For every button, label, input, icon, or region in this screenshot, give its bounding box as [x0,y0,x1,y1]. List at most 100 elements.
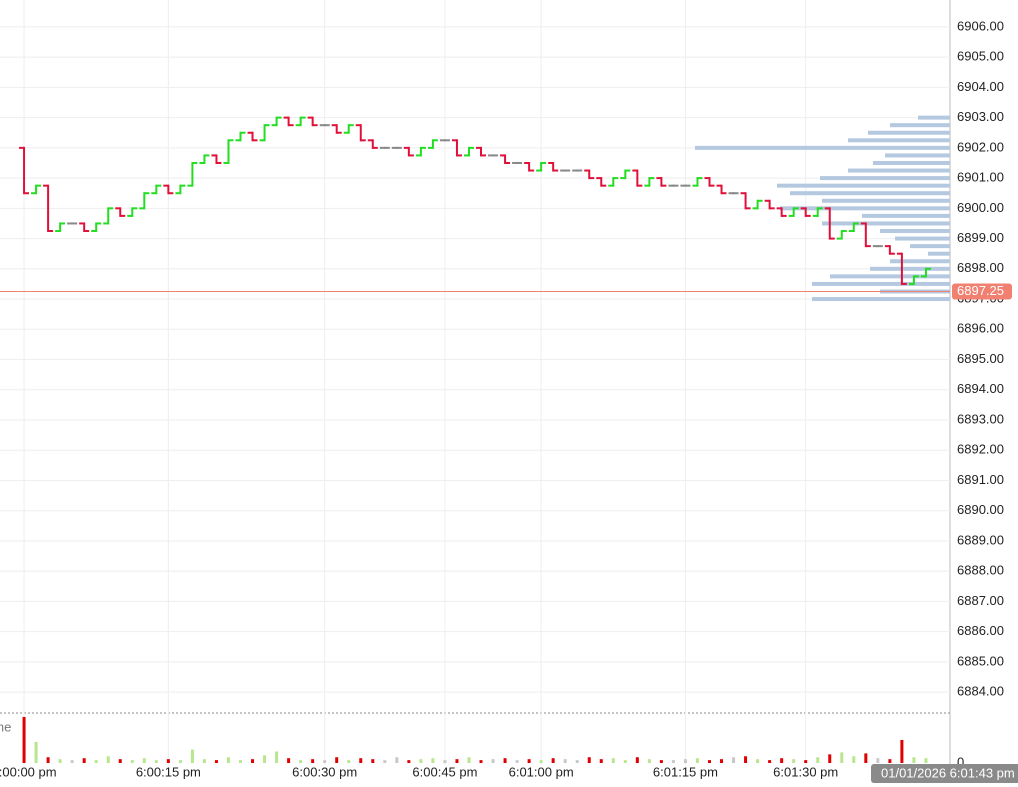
ohlc-bar [500,154,511,164]
ohlc-bar [716,184,727,195]
volume-bar [828,754,832,763]
volume-bar [780,758,784,763]
profile-bar [695,145,950,150]
volume-bar [924,758,928,763]
volume-bar [130,760,134,763]
ohlc-bar [908,275,919,285]
volume-bar [467,757,471,763]
volume-bar [563,759,567,763]
volume-bar [166,759,170,763]
last-price-label: 6897.25 [957,283,1004,298]
volume-bar [647,759,651,763]
volume-bar [383,760,387,763]
ohlc-bar [115,207,126,217]
volume-bar [58,759,62,763]
ohlc-bar [584,169,595,180]
ohlc-bar [379,146,390,149]
volume-bar [816,757,820,763]
volume-bar [840,752,844,763]
volume-bar [34,741,38,763]
volume-bar [768,760,772,763]
ohlc-bar [439,139,450,142]
volume-bar [419,759,423,763]
volume-bar [82,758,86,763]
x-tick-label: 6:00:00 pm [0,764,57,779]
volume-bar [683,759,687,763]
ohlc-bar [235,131,246,142]
volume-bar [287,758,291,763]
ohlc-bar [283,116,294,127]
profile-bar [895,236,950,241]
volume-bar [239,760,243,763]
y-tick-label: 6890.00 [957,502,1004,517]
volume-bar [527,759,531,763]
profile-bar [812,297,950,302]
ohlc-bar [776,207,787,217]
last-price-badge [952,283,1012,300]
volume-bar [335,757,339,763]
ohlc-bar [476,146,487,157]
ohlc-bar [367,139,378,149]
volume-bar [443,760,447,763]
ohlc-bar [596,177,607,187]
profile-bar [848,138,950,143]
ohlc-bar [319,124,330,127]
ohlc-bar [199,154,210,164]
ohlc-bar [403,146,414,157]
ohlc-bar [644,177,655,187]
ohlc-bar [656,177,667,187]
ohlc-bar [572,169,583,172]
profile-bar [870,266,950,271]
profile-bar [910,244,950,249]
profile-bar [862,213,950,218]
ohlc-bar [211,154,222,164]
volume-bar [323,760,327,763]
volume-bar [311,759,315,763]
volume-bar [792,759,796,763]
ohlc-bar [812,207,823,217]
volume-bar [864,753,868,763]
volume-bar [635,757,639,763]
volume-bar [732,757,736,763]
volume-bar [720,759,724,763]
y-tick-label: 6904.00 [957,79,1004,94]
x-tick-label: 6:01:00 pm [509,764,574,779]
ohlc-bar [427,139,438,149]
ohlc-bar [295,116,306,127]
x-tick-label: 6:00:30 pm [292,764,357,779]
profile-bar [830,274,950,279]
y-tick-label: 6884.00 [957,684,1004,699]
ohlc-bar [67,222,78,225]
ohlc-bar [187,161,198,187]
ohlc-bar [536,161,547,172]
y-tick-label: 6894.00 [957,381,1004,396]
profile-bar [880,229,950,234]
volume-bar [744,756,748,763]
ohlc-bar [800,207,811,217]
volume-bar [876,758,880,763]
volume-title: Volume [0,719,11,734]
ohlc-bar [151,184,162,195]
profile-bar [928,251,950,256]
profile-bar [790,191,950,196]
volume-bar [395,757,399,763]
volume-bar [263,755,267,763]
y-tick-label: 6895.00 [957,351,1004,366]
volume-bar [804,760,808,763]
volume-bar [407,760,411,763]
volume-bar [142,758,146,763]
volume-bar [539,760,543,763]
volume-bar [659,760,663,763]
ohlc-bar [307,116,318,127]
ohlc-bar [728,192,739,195]
volume-bar [912,757,916,763]
ohlc-bar [512,161,523,164]
ohlc-bar [259,124,270,142]
volume-bar [226,757,230,763]
profile-bar [868,130,950,135]
profile-bar [890,259,950,264]
y-tick-label: 6901.00 [957,170,1004,185]
volume-bar [888,759,892,763]
ohlc-bar [632,169,643,187]
